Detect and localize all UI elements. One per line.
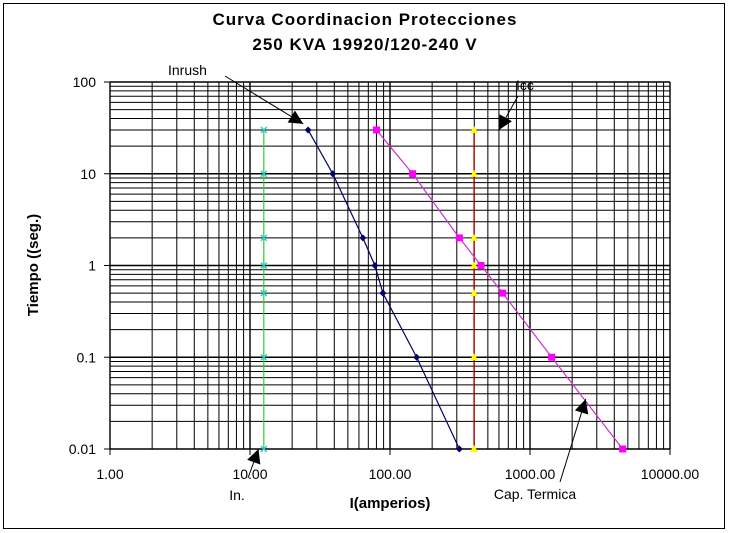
annotation-label-inrush: Inrush bbox=[168, 62, 207, 78]
annotation-arrow-line bbox=[224, 75, 304, 125]
data-point-inrush bbox=[379, 289, 387, 297]
annotation-label-cap-termica: Cap. Termica bbox=[494, 486, 576, 502]
axis-ticks: 1.00 10.00 100.00 1000.00 10000.00 100 10 1 0.1 0… bbox=[69, 74, 700, 482]
arrowhead-icon bbox=[498, 114, 512, 130]
chart-frame bbox=[3, 3, 725, 529]
arrowhead-icon bbox=[287, 110, 304, 124]
y-tick-label: 0.1 bbox=[77, 349, 97, 365]
y-axis-label: Tiempo ((seg.) bbox=[25, 214, 42, 316]
y-tick-label: 0.01 bbox=[69, 441, 96, 457]
data-point-icc bbox=[469, 289, 478, 297]
arrowhead-icon bbox=[574, 399, 589, 415]
data-point-inrush bbox=[329, 170, 337, 178]
grid bbox=[109, 81, 671, 450]
series-icc bbox=[469, 125, 478, 452]
data-point-in bbox=[260, 353, 268, 361]
data-point-cap-termica bbox=[619, 445, 627, 453]
annotation-label-in: In. bbox=[229, 487, 245, 503]
x-tick-label: 1000.00 bbox=[505, 466, 556, 482]
x-axis-label: I(amperios) bbox=[350, 495, 431, 512]
data-point-cap-termica bbox=[372, 126, 380, 134]
data-point-in bbox=[260, 170, 268, 178]
series-layer bbox=[260, 125, 627, 453]
y-tick-label: 10 bbox=[80, 166, 96, 182]
data-point-cap-termica bbox=[548, 353, 556, 361]
y-tick-label: 1 bbox=[88, 258, 96, 274]
data-point-icc bbox=[469, 233, 478, 241]
annotation-arrow-line bbox=[559, 398, 587, 483]
annotations: Inrush Icc In. Cap. Termica bbox=[168, 62, 589, 503]
chart-title: Curva Coordinacion Protecciones bbox=[213, 10, 518, 29]
data-point-icc bbox=[469, 261, 478, 269]
data-point-cap-termica bbox=[455, 234, 463, 242]
data-point-cap-termica bbox=[409, 170, 417, 178]
data-point-inrush bbox=[304, 126, 312, 134]
data-point-cap-termica bbox=[477, 262, 485, 269]
data-point-icc bbox=[469, 353, 478, 361]
data-point-inrush bbox=[455, 445, 463, 453]
arrowhead-icon bbox=[247, 449, 261, 465]
x-tick-label: 1.00 bbox=[96, 466, 123, 482]
data-point-cap-termica bbox=[499, 289, 507, 297]
data-point-in bbox=[260, 261, 268, 270]
series-cap-termica bbox=[372, 126, 627, 453]
data-point-inrush bbox=[359, 234, 367, 242]
data-point-icc bbox=[469, 169, 478, 177]
data-point-in bbox=[260, 289, 268, 297]
chart-subtitle: 250 KVA 19920/120-240 V bbox=[252, 35, 477, 54]
series-inrush bbox=[304, 126, 463, 453]
data-point-icc bbox=[469, 445, 478, 452]
data-point-in bbox=[260, 126, 268, 134]
data-point-inrush bbox=[413, 353, 421, 361]
data-point-icc bbox=[469, 125, 478, 133]
x-tick-label: 100.00 bbox=[369, 466, 412, 482]
y-tick-label: 100 bbox=[73, 74, 97, 90]
data-point-in bbox=[260, 445, 268, 453]
annotation-label-icc: Icc bbox=[516, 77, 534, 93]
x-tick-label: 10.00 bbox=[232, 466, 267, 482]
series-in bbox=[260, 126, 268, 453]
data-point-inrush bbox=[371, 262, 379, 269]
data-point-in bbox=[260, 234, 268, 242]
x-tick-label: 10000.00 bbox=[641, 466, 700, 482]
